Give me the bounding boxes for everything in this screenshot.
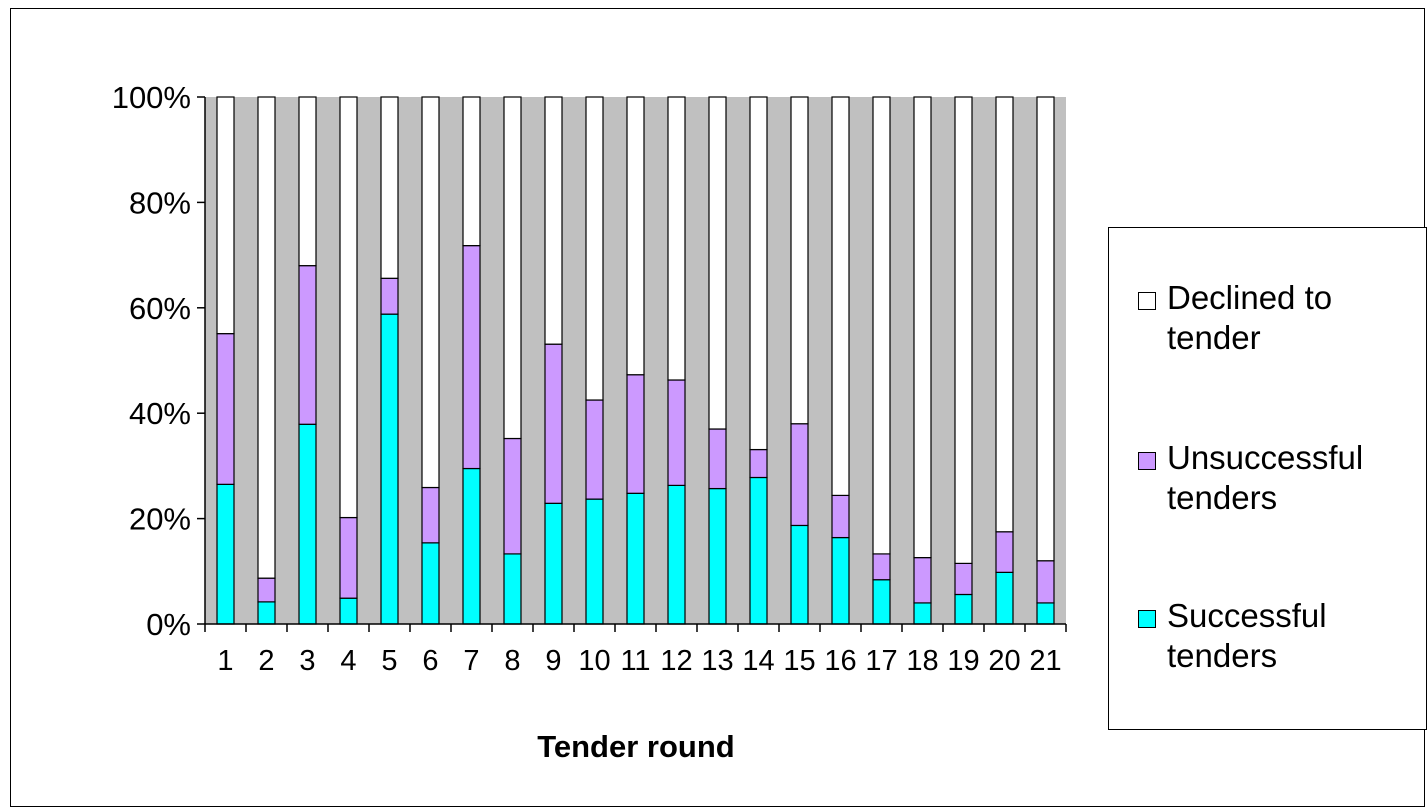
bar-unsuccessful-6 bbox=[421, 486, 440, 544]
bar-unsuccessful-17 bbox=[872, 553, 891, 581]
x-tick-label: 20 bbox=[988, 645, 1020, 677]
bar-unsuccessful-2 bbox=[257, 577, 276, 603]
bar-declined-1 bbox=[216, 96, 235, 335]
bar-successful-16 bbox=[831, 536, 850, 625]
x-tick-label: 12 bbox=[660, 645, 692, 677]
x-tick-label: 5 bbox=[381, 645, 397, 677]
bar-unsuccessful-8 bbox=[503, 437, 522, 555]
bar-declined-18 bbox=[913, 96, 932, 559]
bar-unsuccessful-20 bbox=[995, 531, 1014, 573]
bar-unsuccessful-21 bbox=[1036, 560, 1055, 604]
x-tick-label: 3 bbox=[299, 645, 315, 677]
bar-declined-10 bbox=[585, 96, 604, 401]
bar-successful-21 bbox=[1036, 602, 1055, 625]
bar-declined-13 bbox=[708, 96, 727, 430]
bar-unsuccessful-5 bbox=[380, 277, 399, 315]
bar-successful-14 bbox=[749, 476, 768, 625]
legend-label-declined: Declined to tender bbox=[1167, 279, 1333, 356]
bar-declined-8 bbox=[503, 96, 522, 440]
bar-successful-6 bbox=[421, 542, 440, 625]
bar-successful-8 bbox=[503, 553, 522, 625]
legend-swatch-successful bbox=[1138, 610, 1156, 628]
x-tick-label: 2 bbox=[258, 645, 274, 677]
bar-unsuccessful-3 bbox=[298, 265, 317, 425]
bar-declined-6 bbox=[421, 96, 440, 489]
y-tick-label: 80% bbox=[129, 185, 191, 220]
bar-declined-5 bbox=[380, 96, 399, 279]
bar-unsuccessful-19 bbox=[954, 562, 973, 596]
bar-successful-5 bbox=[380, 313, 399, 625]
bar-unsuccessful-11 bbox=[626, 374, 645, 494]
x-tick-label: 15 bbox=[783, 645, 815, 677]
y-tick-label: 100% bbox=[112, 80, 191, 115]
bar-unsuccessful-4 bbox=[339, 516, 358, 599]
bar-successful-19 bbox=[954, 593, 973, 625]
x-tick-label: 10 bbox=[578, 645, 610, 677]
x-tick-label: 14 bbox=[742, 645, 774, 677]
bar-declined-14 bbox=[749, 96, 768, 451]
bar-unsuccessful-15 bbox=[790, 423, 809, 527]
bar-declined-12 bbox=[667, 96, 686, 381]
bar-unsuccessful-14 bbox=[749, 448, 768, 479]
bar-declined-9 bbox=[544, 96, 563, 345]
x-tick-label: 19 bbox=[947, 645, 979, 677]
bar-successful-11 bbox=[626, 492, 645, 625]
y-tick-label: 0% bbox=[146, 607, 191, 642]
legend-label-successful: Successful tenders bbox=[1167, 597, 1327, 674]
bar-successful-7 bbox=[462, 467, 481, 625]
x-tick-label: 21 bbox=[1029, 645, 1061, 677]
bar-declined-16 bbox=[831, 96, 850, 497]
y-tick-label: 60% bbox=[129, 291, 191, 326]
legend: Declined to tender Unsuccessful tenders … bbox=[1108, 227, 1427, 730]
bar-unsuccessful-16 bbox=[831, 494, 850, 539]
legend-swatch-declined bbox=[1138, 292, 1156, 310]
x-tick-label: 1 bbox=[217, 645, 233, 677]
bar-successful-15 bbox=[790, 524, 809, 625]
bar-declined-3 bbox=[298, 96, 317, 267]
bar-successful-20 bbox=[995, 571, 1014, 625]
x-tick-label: 8 bbox=[504, 645, 520, 677]
x-tick-label: 18 bbox=[906, 645, 938, 677]
bar-declined-15 bbox=[790, 96, 809, 425]
bar-unsuccessful-1 bbox=[216, 333, 235, 485]
bar-successful-12 bbox=[667, 484, 686, 625]
bar-declined-20 bbox=[995, 96, 1014, 533]
x-tick-label: 7 bbox=[463, 645, 479, 677]
bar-successful-1 bbox=[216, 483, 235, 625]
bar-successful-10 bbox=[585, 498, 604, 625]
bar-declined-17 bbox=[872, 96, 891, 555]
bar-declined-4 bbox=[339, 96, 358, 519]
x-tick-label: 13 bbox=[701, 645, 733, 677]
legend-swatch-unsuccessful bbox=[1138, 452, 1156, 470]
bar-unsuccessful-13 bbox=[708, 428, 727, 490]
bar-unsuccessful-10 bbox=[585, 399, 604, 500]
x-tick-label: 4 bbox=[340, 645, 356, 677]
bar-successful-4 bbox=[339, 597, 358, 625]
x-tick-label: 11 bbox=[620, 645, 650, 677]
bar-declined-19 bbox=[954, 96, 973, 564]
x-tick-label: 6 bbox=[422, 645, 438, 677]
bar-successful-13 bbox=[708, 487, 727, 625]
bar-declined-7 bbox=[462, 96, 481, 247]
bar-unsuccessful-12 bbox=[667, 379, 686, 487]
bar-unsuccessful-7 bbox=[462, 245, 481, 470]
x-tick-label: 17 bbox=[865, 645, 897, 677]
bar-unsuccessful-9 bbox=[544, 343, 563, 504]
bar-declined-21 bbox=[1036, 96, 1055, 562]
bar-unsuccessful-18 bbox=[913, 556, 932, 604]
bar-successful-3 bbox=[298, 423, 317, 625]
bar-declined-2 bbox=[257, 96, 276, 579]
y-tick-label: 20% bbox=[129, 502, 191, 537]
x-tick-label: 9 bbox=[545, 645, 561, 677]
bar-declined-11 bbox=[626, 96, 645, 376]
x-axis-title: Tender round bbox=[537, 729, 734, 764]
legend-label-unsuccessful: Unsuccessful tenders bbox=[1167, 439, 1364, 516]
bar-successful-2 bbox=[257, 601, 276, 625]
x-tick-label: 16 bbox=[824, 645, 856, 677]
bar-successful-18 bbox=[913, 602, 932, 625]
bar-successful-9 bbox=[544, 502, 563, 625]
bar-successful-17 bbox=[872, 579, 891, 625]
y-tick-label: 40% bbox=[129, 396, 191, 431]
